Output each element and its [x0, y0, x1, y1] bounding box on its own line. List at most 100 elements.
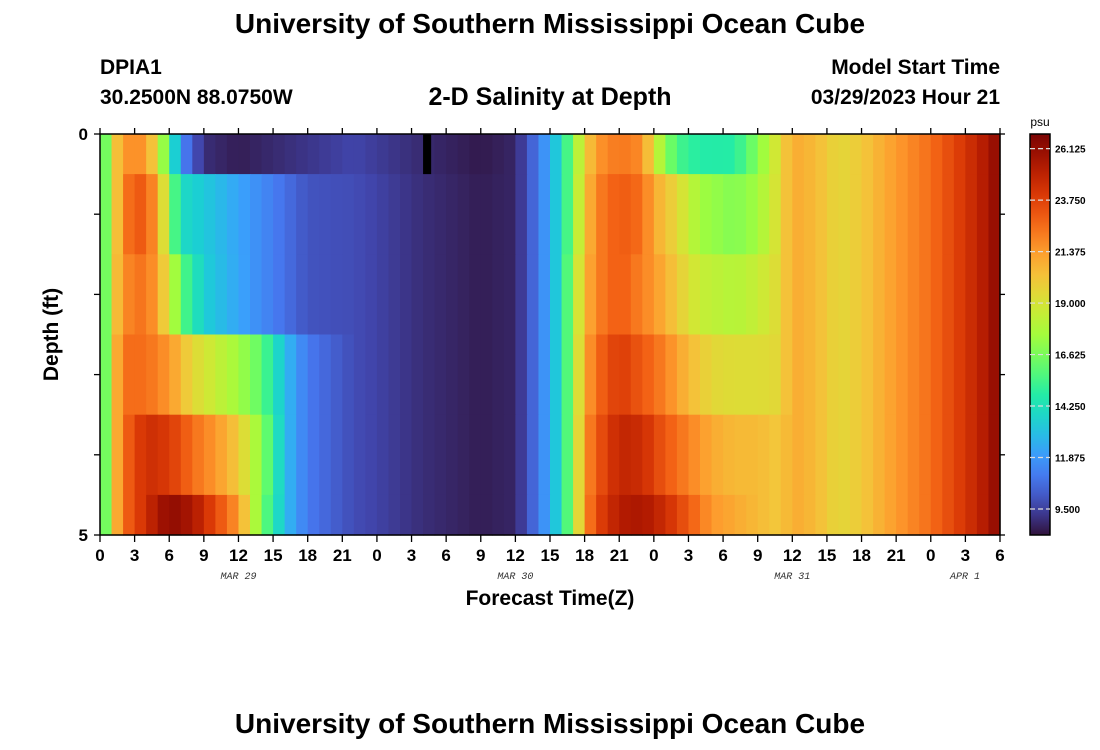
heatmap-cell [492, 134, 505, 175]
heatmap-cell [596, 414, 609, 496]
heatmap-cell [538, 414, 551, 496]
heatmap-cell [700, 174, 713, 255]
colorbar-tick-label: 23.750 [1055, 196, 1086, 207]
heatmap-cell [988, 414, 1001, 496]
heatmap-cell [573, 494, 586, 536]
heatmap-cell [930, 414, 943, 496]
heatmap-cell [353, 414, 366, 496]
heatmap-cell [850, 414, 863, 496]
heatmap-cell [550, 254, 563, 336]
heatmap-cell [930, 174, 943, 255]
heatmap-cell [665, 334, 678, 416]
heatmap-cell [238, 494, 251, 536]
heatmap-cell [976, 134, 990, 175]
heatmap-cell [550, 174, 563, 255]
heatmap-cell [803, 174, 816, 255]
heatmap-cell [965, 174, 978, 255]
heatmap-cell [711, 134, 724, 175]
heatmap-cell [284, 414, 297, 496]
heatmap-cell [919, 494, 932, 536]
heatmap-cell [792, 174, 805, 255]
heatmap-cell [123, 254, 136, 336]
heatmap-cell [976, 414, 990, 496]
heatmap-cell [446, 334, 459, 416]
heatmap-cell [803, 494, 816, 536]
heatmap-cell [584, 414, 597, 496]
heatmap-cell [330, 174, 343, 255]
heatmap-cell [630, 254, 643, 336]
heatmap-cell [850, 494, 863, 536]
heatmap-cell [792, 134, 805, 175]
heatmap-cell [815, 494, 828, 536]
heatmap-cell [561, 134, 574, 175]
x-tick-label: 18 [298, 546, 317, 565]
heatmap-cell [480, 494, 493, 536]
heatmap-cell [100, 414, 113, 496]
heatmap-cell [538, 254, 551, 336]
heatmap-cell [146, 414, 159, 496]
heatmap-cell [203, 494, 216, 536]
heatmap-cell [215, 494, 228, 536]
heatmap-cell [803, 254, 816, 336]
colorbar-tick-label: 26.125 [1055, 145, 1086, 156]
heatmap-cell [226, 174, 240, 255]
heatmap-cell [434, 494, 447, 536]
heatmap-cell [388, 414, 401, 496]
heatmap-cell [330, 334, 343, 416]
heatmap-cell [538, 334, 551, 416]
heatmap-cell [503, 494, 516, 536]
heatmap-cell [607, 414, 620, 496]
date-label: MAR 30 [497, 572, 533, 583]
x-tick-label: 9 [753, 546, 762, 565]
heatmap-cell [838, 254, 851, 336]
heatmap-cell [100, 494, 113, 536]
heatmap-cell [423, 494, 436, 536]
heatmap-cell [965, 494, 978, 536]
heatmap-cell [850, 334, 863, 416]
heatmap-cell [550, 134, 563, 175]
heatmap-cell [653, 414, 666, 496]
heatmap-cell [296, 334, 309, 416]
heatmap-cell [838, 174, 851, 255]
heatmap-cell [134, 414, 147, 496]
heatmap-cell [169, 334, 182, 416]
heatmap-cell [250, 414, 263, 496]
heatmap-cell [261, 134, 274, 175]
heatmap-cell [284, 494, 297, 536]
heatmap-cell [746, 174, 759, 255]
heatmap-cell [273, 174, 286, 255]
model-start-value: 03/29/2023 Hour 21 [810, 86, 1000, 109]
heatmap-cell [734, 174, 747, 255]
heatmap-cell [803, 414, 816, 496]
heatmap-cell [330, 494, 343, 536]
heatmap-cell [665, 414, 678, 496]
heatmap-cell [457, 494, 470, 536]
heatmap-cell [307, 494, 320, 536]
heatmap-cell [815, 414, 828, 496]
heatmap-cell [596, 334, 609, 416]
heatmap-cell [365, 334, 378, 416]
heatmap-cell [226, 254, 240, 336]
heatmap-cell [769, 334, 782, 416]
heatmap-cell [792, 254, 805, 336]
heatmap-cell [988, 174, 1001, 255]
heatmap-cell [642, 174, 655, 255]
heatmap-cell [388, 494, 401, 536]
heatmap-cell [273, 334, 286, 416]
heatmap-cell [203, 174, 216, 255]
heatmap-cell [100, 334, 113, 416]
heatmap-cell [584, 134, 597, 175]
heatmap-cell [780, 174, 793, 255]
heatmap-cell [250, 254, 263, 336]
heatmap-cell [515, 254, 528, 336]
colorbar-tick-label: 14.250 [1055, 402, 1086, 413]
heatmap-cell [411, 134, 424, 175]
heatmap-cell [192, 254, 205, 336]
heatmap-cell [953, 414, 966, 496]
heatmap-cell [850, 254, 863, 336]
product-title: 2-D Salinity at Depth [428, 83, 672, 111]
heatmap-cell [503, 134, 516, 175]
heatmap-cell [296, 414, 309, 496]
colorbar-tick-label: 21.375 [1055, 248, 1086, 259]
